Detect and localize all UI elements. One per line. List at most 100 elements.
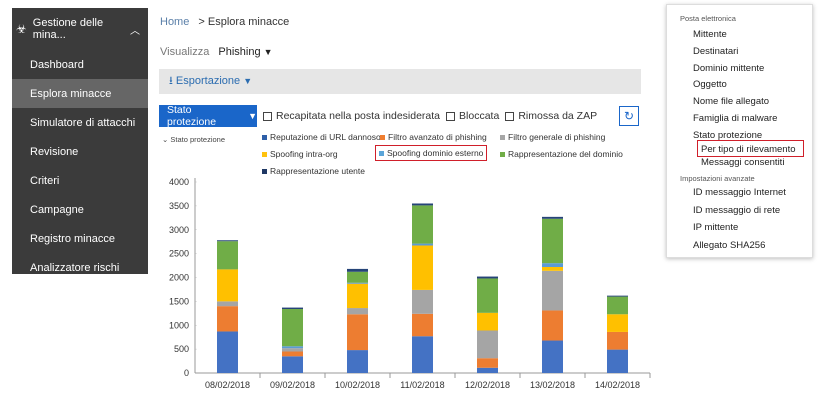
x-tick-label: 13/02/2018: [530, 380, 575, 390]
y-tick-label: 2500: [169, 249, 189, 259]
bar-segment: [477, 367, 498, 373]
legend-swatch: [262, 151, 267, 157]
dropdown-option[interactable]: Oggetto: [693, 79, 727, 91]
sidebar-item-label: Analizzatore rischi: [30, 261, 120, 274]
dropdown-option[interactable]: Dominio mittente: [693, 62, 765, 74]
refresh-button[interactable]: ↻: [619, 106, 639, 126]
sidebar-item-label: Registro minacce: [30, 232, 115, 245]
status-button-label: Stato protezione: [167, 104, 217, 128]
filter-row: Stato protezione ▼ Recapitata nella post…: [159, 104, 639, 128]
legend-item[interactable]: Spoofing intra-org: [262, 149, 338, 159]
dropdown-section-advanced: Impostazioni avanzate: [680, 174, 755, 183]
bar-segment: [607, 296, 628, 315]
bar-segment: [217, 301, 238, 307]
chevron-up-icon[interactable]: ︿: [130, 25, 140, 37]
bar-segment: [542, 266, 563, 271]
export-button[interactable]: ⭳ Esportazione ▼: [169, 72, 252, 91]
legend-label: Reputazione di URL dannoso: [270, 132, 381, 142]
legend-swatch: [500, 151, 505, 157]
filter-checkbox-zap[interactable]: Rimossa da ZAP: [505, 110, 597, 122]
legend-label: Rappresentazione utente: [270, 166, 365, 176]
bar-segment: [347, 271, 368, 283]
sidebar-item-analizzatore-rischi[interactable]: Analizzatore rischi: [12, 253, 148, 282]
filter-checkbox-junk[interactable]: Recapitata nella posta indesiderata: [263, 110, 440, 122]
refresh-icon: ↻: [623, 109, 635, 123]
filter-checkbox-blocked[interactable]: Bloccata: [446, 110, 499, 122]
bar-segment: [412, 245, 433, 290]
dropdown-option[interactable]: ID messaggio di rete: [693, 204, 781, 216]
bar-segment: [347, 282, 368, 284]
bar-segment: [412, 203, 433, 206]
status-dropdown-button[interactable]: Stato protezione ▼: [159, 104, 257, 128]
legend-toggle[interactable]: ⌄ Stato protezione: [162, 135, 225, 144]
legend-item[interactable]: Rappresentazione del dominio: [500, 149, 623, 159]
bar-segment: [347, 350, 368, 373]
dropdown-option[interactable]: Stato protezione: [693, 129, 763, 141]
legend-item[interactable]: Reputazione di URL dannoso: [262, 132, 381, 142]
sidebar-item-criteri[interactable]: Criteri: [12, 166, 148, 195]
bar-segment: [542, 340, 563, 373]
bar-segment: [542, 270, 563, 311]
bar-segment: [347, 268, 368, 272]
legend-label: Filtro avanzato di phishing: [388, 132, 487, 142]
checkbox-label: Rimossa da ZAP: [518, 110, 598, 122]
bar-segment: [412, 243, 433, 246]
bar-segment: [412, 336, 433, 373]
legend-item-highlighted[interactable]: Spoofing dominio esterno: [374, 145, 488, 161]
dropdown-option-messaggi-consentiti[interactable]: Messaggi consentiti: [701, 157, 785, 168]
legend-swatch: [262, 134, 267, 140]
dropdown-option[interactable]: ID messaggio Internet: [693, 187, 786, 198]
bar-segment: [542, 263, 563, 267]
sidebar-item-simulatore[interactable]: Simulatore di attacchi: [12, 108, 148, 137]
chevron-down-icon: ▼: [263, 47, 273, 57]
sidebar-item-registro-minacce[interactable]: Registro minacce: [12, 224, 148, 253]
dropdown-option-per-tipo[interactable]: Per tipo di rilevamento: [701, 144, 796, 155]
y-tick-label: 2000: [169, 273, 189, 283]
bar-segment: [477, 278, 498, 313]
legend-item[interactable]: Filtro avanzato di phishing: [380, 132, 487, 142]
bar-segment: [607, 331, 628, 350]
dropdown-option[interactable]: Allegato SHA256: [693, 239, 766, 251]
y-tick-label: 3000: [169, 225, 189, 235]
chevron-down-icon: ▼: [248, 111, 257, 121]
dropdown-option[interactable]: IP mittente: [693, 222, 739, 233]
export-label: Esportazione: [175, 75, 241, 87]
sidebar-item-campagne[interactable]: Campagne: [12, 195, 148, 224]
stacked-bar-chart: 0 500 1000 1500 2000 2500 3000 3500 4000 08/02/20…: [169, 177, 651, 390]
download-icon: ⭳: [169, 75, 173, 87]
sidebar-item-label: Criteri: [30, 174, 60, 187]
bar-segment: [477, 312, 498, 331]
sidebar-item-dashboard[interactable]: Dashboard: [12, 50, 148, 79]
view-dropdown[interactable]: Phishing ▼: [218, 46, 272, 58]
y-tick-label: 1500: [169, 296, 189, 306]
x-tick-label: 11/02/2018: [400, 380, 444, 390]
bar-segment: [477, 276, 498, 279]
bar-segment: [542, 310, 563, 341]
export-bar: ⭳ Esportazione ▼: [159, 69, 641, 94]
bar-segment: [217, 241, 238, 270]
legend-label: Filtro generale di phishing: [508, 132, 606, 142]
sidebar-item-revisione[interactable]: Revisione: [12, 137, 148, 166]
bar-segment: [412, 289, 433, 314]
dropdown-option[interactable]: Famiglia di malware: [693, 113, 778, 124]
checkbox-label: Recapitata nella posta indesiderata: [276, 110, 441, 122]
checkbox-icon: [446, 111, 456, 121]
breadcrumb-home[interactable]: Home: [160, 16, 190, 28]
dropdown-option[interactable]: Nome file allegato: [693, 96, 770, 108]
y-tick-label: 500: [174, 344, 189, 354]
dropdown-option[interactable]: Mittente: [693, 29, 727, 40]
x-tick-label: 12/02/2018: [465, 380, 510, 390]
breadcrumb-current: > Esplora minacce: [198, 16, 290, 28]
legend-swatch: [380, 134, 385, 140]
legend-item[interactable]: Rappresentazione utente: [262, 166, 365, 176]
legend-label: Rappresentazione del dominio: [508, 149, 623, 159]
dropdown-option[interactable]: Destinatari: [693, 45, 739, 57]
legend-title: Stato protezione: [170, 135, 226, 144]
sidebar-item-label: Dashboard: [30, 58, 84, 71]
sidebar-item-esplora-minacce[interactable]: Esplora minacce: [12, 79, 148, 108]
sidebar-header[interactable]: ☣ Gestione delle mina... ︿: [12, 8, 148, 50]
legend-swatch: [262, 168, 267, 174]
legend-item[interactable]: Filtro generale di phishing: [500, 132, 605, 142]
bar-segment: [282, 351, 303, 357]
x-tick-label: 14/02/2018: [595, 380, 640, 390]
